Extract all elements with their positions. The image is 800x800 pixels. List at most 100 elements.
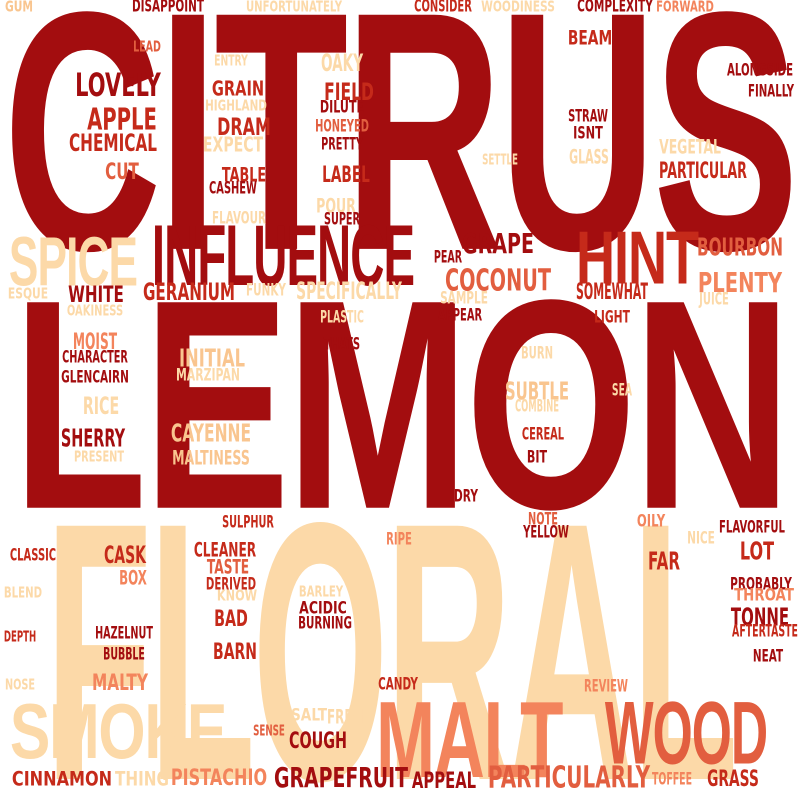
word-sulphur: SULPHUR (222, 512, 274, 532)
word-malty: MALTY (91, 669, 149, 696)
word-bit: BIT (526, 447, 548, 467)
word-forward: FORWARD (656, 0, 714, 16)
word-cask: CASK (104, 541, 146, 570)
word-cinnamon: CINNAMON (11, 767, 113, 791)
word-settle: SETTLE (482, 150, 518, 169)
word-lot: LOT (739, 536, 775, 566)
word-rice: RICE (82, 392, 120, 421)
word-glass: GLASS (569, 145, 609, 169)
word-cough: COUGH (288, 727, 348, 754)
word-particular: PARTICULAR (659, 157, 747, 184)
word-toffee: TOFFEE (651, 769, 693, 789)
word-citrus: CITRUS (3, 0, 799, 322)
word-hazelnut: HAZELNUT (95, 623, 153, 643)
word-subtle: SUBTLE (504, 376, 570, 406)
word-review: REVIEW (583, 676, 629, 696)
word-thing: THING (115, 767, 169, 791)
word-chemical: CHEMICAL (68, 129, 158, 158)
word-consider: CONSIDER (414, 0, 472, 16)
word-far: FAR (648, 546, 680, 576)
word-initial: INITIAL (178, 343, 246, 373)
word-apple: APPLE (87, 102, 157, 138)
word-marzipan: MARZIPAN (175, 365, 241, 385)
word-acidic: ACIDIC (299, 598, 347, 618)
word-barn: BARN (213, 638, 257, 665)
word-sea: SEA (611, 380, 633, 400)
word-grain: GRAIN (211, 76, 265, 101)
word-disappoint: DISAPPOINT (132, 0, 204, 16)
word-cleaner: CLEANER (193, 538, 257, 562)
word-entry: ENTRY (214, 51, 248, 70)
word-juice: JUICE (699, 289, 729, 309)
word-cut: CUT (105, 158, 139, 185)
word-hint: HINT (576, 215, 699, 300)
word-burn: BURN (521, 343, 553, 363)
word-box: BOX (119, 566, 147, 590)
word-classic: CLASSIC (9, 545, 57, 565)
word-aftertaste: AFTERTASTE (732, 621, 798, 641)
word-barley: BARLEY (298, 582, 344, 601)
word-character: CHARACTER (62, 347, 128, 367)
word-floral: FLORAL (44, 445, 739, 800)
word-gum: GUM (4, 0, 34, 16)
word-plenty: PLENTY (697, 266, 783, 300)
word-woodiness: WOODINESS (481, 0, 555, 16)
word-appear: APPEAR (437, 305, 483, 325)
word-cereal: CEREAL (521, 424, 565, 444)
word-flavorful: FLAVORFUL (719, 517, 785, 537)
word-oily: OILY (636, 511, 666, 531)
word-note: NOTE (528, 509, 558, 529)
word-beam: BEAM (567, 26, 613, 50)
word-vegetal: VEGETAL (659, 135, 721, 159)
word-pistachio: PISTACHIO (170, 764, 268, 791)
word-dry: DRY (454, 486, 478, 506)
word-label: LABEL (322, 161, 370, 188)
word-appeal: APPEAL (411, 767, 477, 794)
word-light: LIGHT (594, 307, 630, 327)
word-throat: THROAT (734, 585, 794, 605)
word-sample: SAMPLE (440, 288, 488, 308)
word-malt: MALT (375, 678, 563, 800)
word-specifically: SPECIFICALLY (296, 277, 402, 306)
word-plastic: PLASTIC (320, 307, 364, 327)
word-sherry: SHERRY (60, 423, 126, 453)
word-combine: COMBINE (514, 396, 560, 416)
word-spice: SPICE (8, 222, 138, 301)
word-lovely: LOVELY (75, 66, 161, 105)
word-burning: BURNING (298, 613, 352, 633)
word-honeyed: HONEYED (315, 116, 369, 136)
word-table: TABLE (221, 163, 267, 187)
word-lead: LEAD (133, 37, 161, 56)
word-geranium: GERANIUM (142, 278, 236, 307)
word-flavour: FLAVOUR (212, 208, 266, 228)
word-dram: DRAM (217, 113, 271, 142)
word-expect: EXPECT (202, 132, 264, 157)
word-straw: STRAW (568, 106, 608, 126)
word-moist: MOIST (72, 328, 118, 355)
word-know: KNOW (216, 586, 258, 605)
word-derived: DERIVED (205, 574, 257, 594)
word-smoke: SMOKE (9, 689, 228, 776)
word-cayenne: CAYENNE (170, 418, 252, 448)
word-candy: CANDY (378, 674, 418, 694)
word-wood: WOOD (604, 683, 768, 783)
word-influence: INFLUENCE (151, 207, 415, 304)
word-coconut: COCONUT (445, 263, 551, 299)
word-pretty: PRETTY (321, 134, 363, 154)
word-isnt: ISNT (573, 123, 603, 143)
word-glencairn: GLENCAIRN (61, 367, 129, 387)
word-fresh: FRESH (327, 705, 371, 729)
word-taste: TASTE (206, 555, 250, 579)
word-blend: BLEND (3, 583, 43, 602)
word-super: SUPER (324, 209, 360, 229)
word-tonne: TONNE (730, 602, 790, 632)
word-particularly: PARTICULARLY (487, 760, 651, 796)
word-ripe: RIPE (386, 529, 412, 549)
word-salt: SALT (290, 705, 328, 725)
word-grass: GRASS (707, 765, 759, 792)
word-oaky: OAKY (320, 49, 364, 78)
word-alongside: ALONGSIDE (726, 60, 794, 80)
word-depth: DEPTH (3, 627, 37, 646)
word-nose: NOSE (4, 675, 36, 694)
